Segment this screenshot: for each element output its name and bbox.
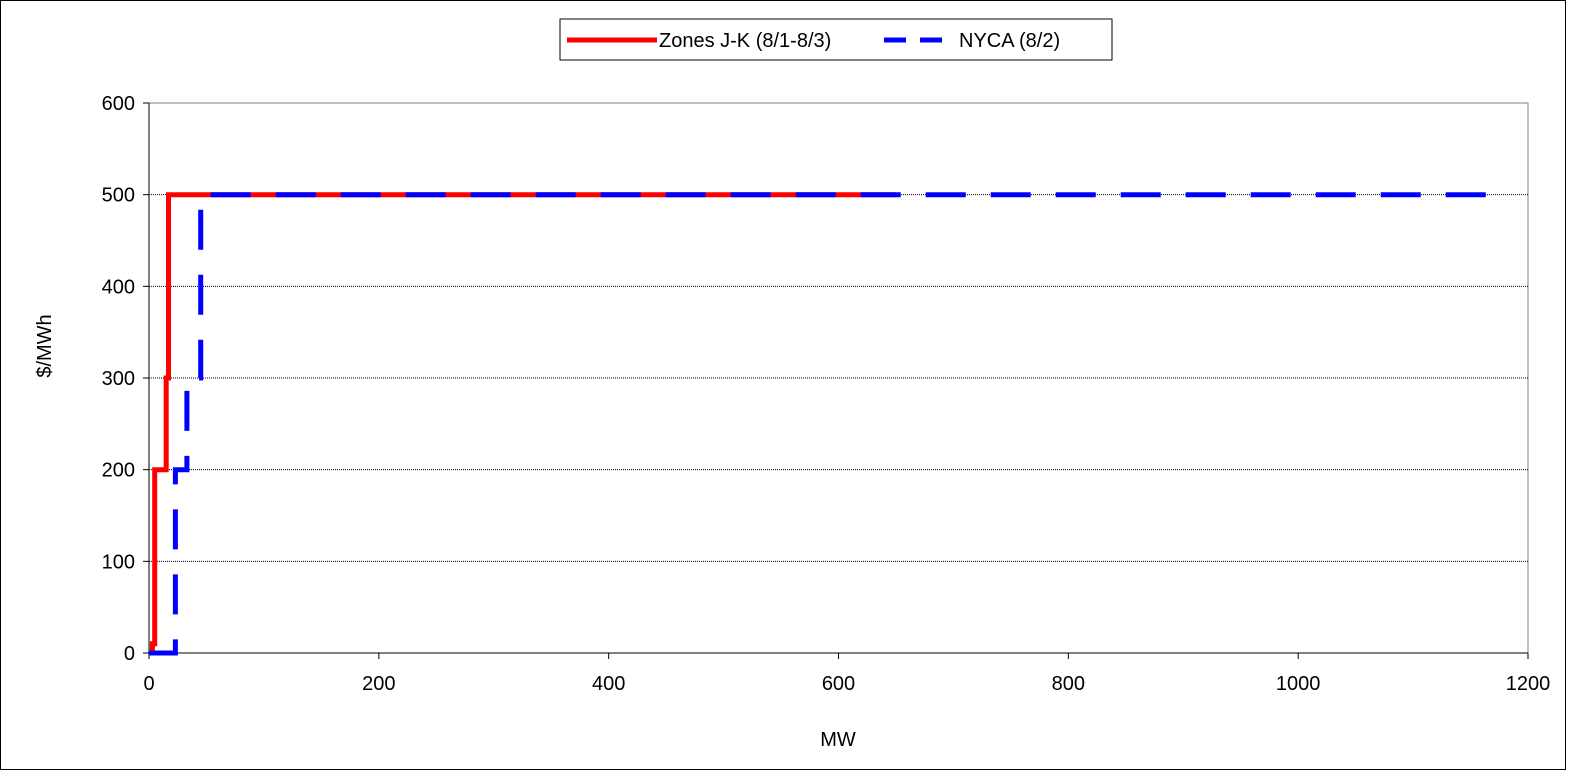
y-tick-label: 100 bbox=[102, 551, 135, 573]
y-tick-label: 400 bbox=[102, 276, 135, 298]
x-tick-label: 600 bbox=[822, 673, 855, 695]
x-axis-title: MW bbox=[820, 729, 856, 751]
legend-label-nyca: NYCA (8/2) bbox=[959, 30, 1060, 52]
x-tick-label: 200 bbox=[362, 673, 395, 695]
legend-label-zones-jk: Zones J-K (8/1-8/3) bbox=[659, 30, 831, 52]
legend: Zones J-K (8/1-8/3) NYCA (8/2) bbox=[559, 18, 1113, 61]
y-tick-label: 200 bbox=[102, 460, 135, 482]
x-tick-label: 1000 bbox=[1276, 673, 1321, 695]
y-tick-label: 300 bbox=[102, 368, 135, 390]
x-tick-label: 0 bbox=[143, 673, 154, 695]
series-lines bbox=[149, 192, 1494, 656]
series-line-zones-jk bbox=[149, 192, 896, 656]
x-axis-ticks: 0 200 400 600 800 1000 1200 bbox=[143, 653, 1550, 695]
series-line-nyca bbox=[149, 192, 1494, 656]
y-tick-label: 600 bbox=[102, 93, 135, 115]
x-tick-label: 800 bbox=[1052, 673, 1085, 695]
y-axis-ticks: 0 100 200 300 400 500 600 bbox=[102, 93, 149, 665]
step-curve-chart: 0 100 200 300 400 500 600 0 200 400 600 800 1000 120… bbox=[34, 18, 1550, 751]
gridlines bbox=[149, 194, 1528, 562]
chart-frame: 0 100 200 300 400 500 600 0 200 400 600 800 1000 120… bbox=[0, 0, 1566, 770]
y-axis-title: $/MWh bbox=[34, 314, 56, 377]
x-tick-label: 400 bbox=[592, 673, 625, 695]
y-tick-label: 500 bbox=[102, 185, 135, 207]
y-tick-label: 0 bbox=[124, 643, 135, 665]
x-tick-label: 1200 bbox=[1506, 673, 1551, 695]
